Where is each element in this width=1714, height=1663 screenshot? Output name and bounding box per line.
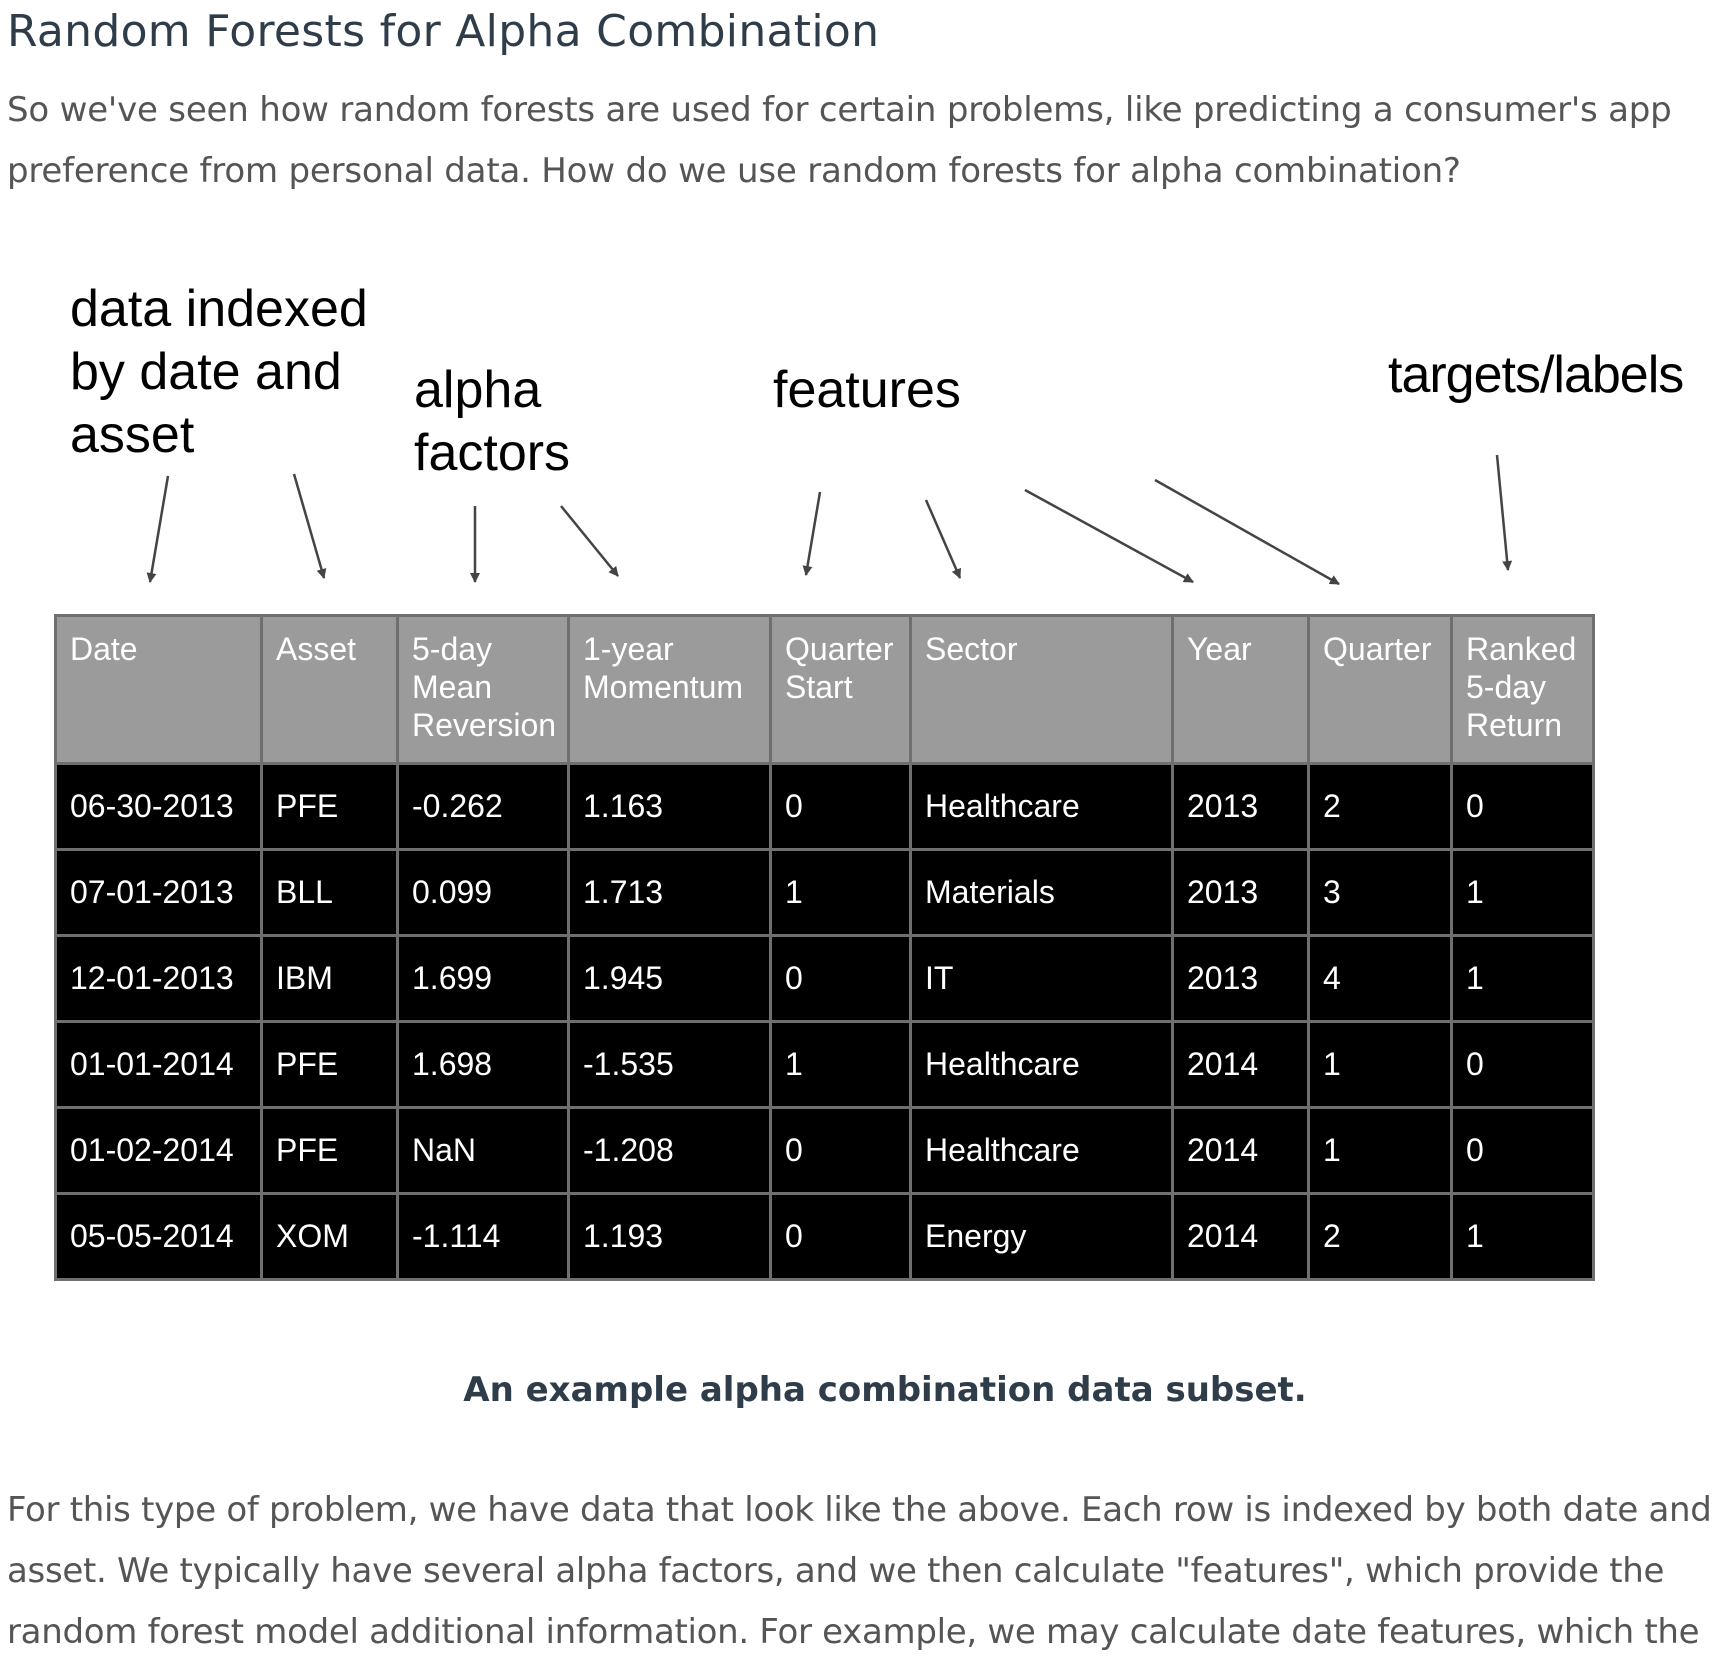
cell-quarter-start: 0 (769, 762, 912, 851)
cell-momentum: 1.193 (567, 1192, 772, 1281)
cell-quarter-start: 0 (769, 934, 912, 1023)
data-table: Date Asset 5-day Mean Reversion 1-year M… (54, 614, 1595, 1281)
cell-date: 12-01-2013 (54, 934, 263, 1023)
cell-ranked-return: 1 (1450, 848, 1595, 937)
cell-quarter: 4 (1307, 934, 1453, 1023)
cell-mean-reversion: -0.262 (396, 762, 570, 851)
cell-momentum: -1.208 (567, 1106, 772, 1195)
cell-year: 2014 (1171, 1106, 1310, 1195)
header-ranked-return: Ranked 5-day Return (1450, 614, 1595, 765)
arrow-to-ranked-return (1495, 454, 1513, 571)
cell-mean-reversion: 0.099 (396, 848, 570, 937)
cell-asset: BLL (260, 848, 399, 937)
cell-ranked-return: 0 (1450, 762, 1595, 851)
cell-quarter-start: 0 (769, 1106, 912, 1195)
cell-mean-reversion: NaN (396, 1106, 570, 1195)
cell-sector: Healthcare (909, 762, 1174, 851)
table-row: 01-01-2014 PFE 1.698 -1.535 1 Healthcare… (54, 1020, 1595, 1109)
cell-momentum: 1.163 (567, 762, 772, 851)
cell-asset: IBM (260, 934, 399, 1023)
cell-quarter-start: 1 (769, 1020, 912, 1109)
cell-sector: Energy (909, 1192, 1174, 1281)
cell-date: 01-01-2014 (54, 1020, 263, 1109)
cell-quarter-start: 1 (769, 848, 912, 937)
cell-asset: PFE (260, 1020, 399, 1109)
header-quarter-start: Quarter Start (769, 614, 912, 765)
arrows-group (146, 454, 1513, 586)
header-momentum: 1-year Momentum (567, 614, 772, 765)
cell-year: 2014 (1171, 1020, 1310, 1109)
header-mean-reversion: 5-day Mean Reversion (396, 614, 570, 765)
cell-mean-reversion: 1.698 (396, 1020, 570, 1109)
annotation-targets-labels: targets/labels (1388, 346, 1684, 404)
cell-ranked-return: 1 (1450, 1192, 1595, 1281)
cell-sector: Materials (909, 848, 1174, 937)
header-asset: Asset (260, 614, 399, 765)
cell-year: 2013 (1171, 762, 1310, 851)
cell-quarter: 1 (1307, 1106, 1453, 1195)
body-paragraph: For this type of problem, we have data t… (7, 1490, 1712, 1652)
arrow-to-year (1024, 488, 1194, 584)
cell-quarter: 2 (1307, 762, 1453, 851)
header-quarter: Quarter (1307, 614, 1453, 765)
annotation-index: data indexed by date and asset (70, 280, 368, 464)
cell-asset: PFE (260, 762, 399, 851)
header-date: Date (54, 614, 263, 765)
cell-momentum: -1.535 (567, 1020, 772, 1109)
cell-ranked-return: 0 (1450, 1106, 1595, 1195)
cell-quarter-start: 0 (769, 1192, 912, 1281)
annotation-alpha-factors: alpha factors (414, 361, 571, 482)
cell-year: 2014 (1171, 1192, 1310, 1281)
cell-momentum: 1.945 (567, 934, 772, 1023)
cell-year: 2013 (1171, 934, 1310, 1023)
cell-date: 07-01-2013 (54, 848, 263, 937)
page-title: Random Forests for Alpha Combination (7, 6, 880, 57)
table-row: 12-01-2013 IBM 1.699 1.945 0 IT 2013 4 1 (54, 934, 1595, 1023)
cell-sector: Healthcare (909, 1020, 1174, 1109)
cell-momentum: 1.713 (567, 848, 772, 937)
arrow-to-asset (292, 473, 327, 579)
table-row: 05-05-2014 XOM -1.114 1.193 0 Energy 201… (54, 1192, 1595, 1281)
figure-caption: An example alpha combination data subset… (463, 1370, 1307, 1410)
table-header-row: Date Asset 5-day Mean Reversion 1-year M… (54, 614, 1595, 765)
cell-ranked-return: 1 (1450, 934, 1595, 1023)
arrow-to-sector (924, 499, 962, 579)
cell-quarter: 2 (1307, 1192, 1453, 1281)
cell-date: 01-02-2014 (54, 1106, 263, 1195)
figure: data indexed by date and asset alpha fac… (0, 250, 1714, 1300)
cell-mean-reversion: -1.114 (396, 1192, 570, 1281)
cell-quarter: 1 (1307, 1020, 1453, 1109)
annotation-features: features (773, 361, 961, 419)
table-row: 01-02-2014 PFE NaN -1.208 0 Healthcare 2… (54, 1106, 1595, 1195)
cell-ranked-return: 0 (1450, 1020, 1595, 1109)
arrow-to-quarter-start (802, 491, 822, 576)
table-row: 06-30-2013 PFE -0.262 1.163 0 Healthcare… (54, 762, 1595, 851)
arrow-to-quarter (1154, 478, 1340, 586)
cell-date: 06-30-2013 (54, 762, 263, 851)
arrow-to-momentum (560, 505, 619, 577)
cell-year: 2013 (1171, 848, 1310, 937)
cell-sector: IT (909, 934, 1174, 1023)
intro-paragraph: So we've seen how random forests are use… (7, 90, 1672, 191)
cell-asset: XOM (260, 1192, 399, 1281)
cell-sector: Healthcare (909, 1106, 1174, 1195)
header-sector: Sector (909, 614, 1174, 765)
arrow-to-date (146, 475, 170, 583)
cell-asset: PFE (260, 1106, 399, 1195)
cell-mean-reversion: 1.699 (396, 934, 570, 1023)
cell-quarter: 3 (1307, 848, 1453, 937)
header-year: Year (1171, 614, 1310, 765)
table-row: 07-01-2013 BLL 0.099 1.713 1 Materials 2… (54, 848, 1595, 937)
cell-date: 05-05-2014 (54, 1192, 263, 1281)
